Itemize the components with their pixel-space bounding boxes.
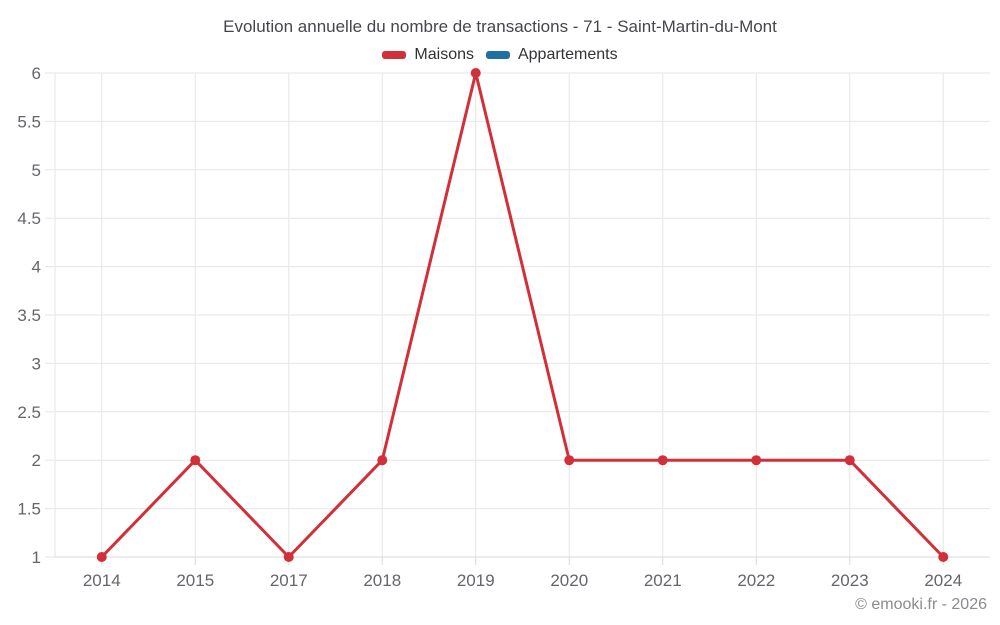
maisons-data-point[interactable] — [283, 552, 294, 562]
x-axis-label: 2024 — [924, 571, 962, 590]
y-axis-label: 5 — [32, 161, 41, 180]
maisons-data-point[interactable] — [96, 552, 107, 562]
legend-item-maisons[interactable]: Maisons — [382, 46, 474, 64]
x-axis-label: 2023 — [831, 571, 869, 590]
x-axis-label: 2021 — [644, 571, 682, 590]
maisons-data-point[interactable] — [190, 455, 201, 466]
y-axis-label: 1 — [32, 548, 41, 567]
maisons-data-point[interactable] — [377, 455, 388, 466]
y-axis-label: 2 — [32, 451, 41, 470]
y-axis-label: 5.5 — [17, 112, 41, 131]
maisons-data-point[interactable] — [844, 455, 855, 466]
y-axis-label: 2.5 — [17, 403, 41, 422]
maisons-data-point[interactable] — [751, 455, 762, 466]
x-axis-label: 2014 — [83, 571, 121, 590]
y-axis-label: 4 — [32, 258, 41, 277]
chart-title: Evolution annuelle du nombre de transact… — [223, 17, 777, 36]
x-axis-label: 2018 — [363, 571, 401, 590]
maisons-data-point[interactable] — [657, 455, 668, 466]
maisons-legend-label: Maisons — [414, 46, 474, 63]
y-axis-label: 1.5 — [17, 500, 41, 519]
x-axis-label: 2015 — [176, 571, 214, 590]
copyright-credit[interactable]: © emooki.fr - 2026 — [855, 596, 987, 613]
x-axis-label: 2019 — [457, 571, 495, 590]
maisons-data-point[interactable] — [938, 552, 949, 562]
x-axis-label: 2022 — [737, 571, 775, 590]
appartements-legend-marker-icon — [485, 51, 510, 59]
y-axis-label: 6 — [32, 64, 41, 83]
maisons-data-point[interactable] — [564, 455, 575, 466]
y-axis-label: 3.5 — [17, 306, 41, 325]
maisons-legend-marker-icon — [382, 51, 407, 59]
y-axis-label: 3 — [32, 354, 41, 373]
x-axis-label: 2017 — [270, 571, 308, 590]
maisons-data-point[interactable] — [470, 68, 481, 78]
legend-item-appartements[interactable]: Appartements — [485, 46, 618, 64]
y-axis-label: 4.5 — [17, 209, 41, 228]
x-axis-label: 2020 — [550, 571, 588, 590]
chart-legend: Maisons Appartements — [0, 44, 1000, 66]
maisons-line — [100, 71, 945, 559]
appartements-legend-label: Appartements — [517, 46, 618, 63]
